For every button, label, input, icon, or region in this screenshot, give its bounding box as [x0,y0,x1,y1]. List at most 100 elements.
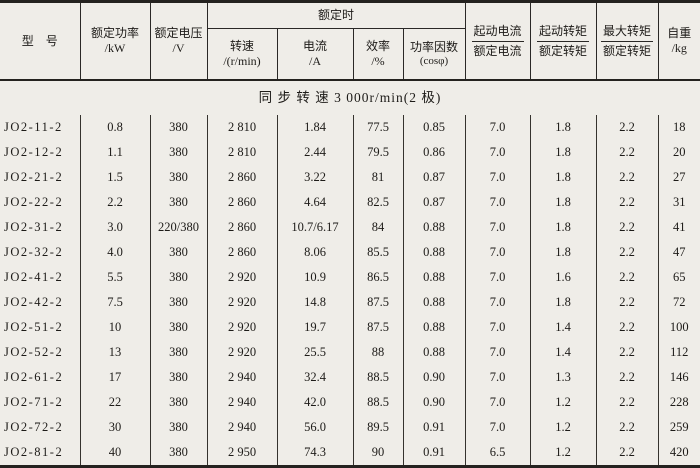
model-cell: JO2-11-2 [4,119,63,134]
value-cell: 380 [149,365,207,390]
value-cell: 0.88 [402,215,466,240]
starting-torque-numerator: 起动转矩 [537,24,590,42]
header-weight-line2: /kg [671,41,687,55]
model-cell: JO2-42-2 [4,294,64,309]
model-cell: JO2-31-2 [4,219,64,234]
value-cell: 1.8 [529,215,597,240]
value-cell: 0.90 [402,390,466,415]
starting-torque-fraction: 起动转矩 额定转矩 [537,24,590,59]
header-current-line1: 电流 [302,39,327,53]
header-speed-line1: 转速 [229,39,254,53]
value-cell: 0.88 [402,340,466,365]
value-cell: 56.0 [276,415,353,440]
value-cell: 6.5 [464,440,531,467]
value-cell: 7.0 [464,315,531,340]
value-cell: 380 [149,140,207,165]
value-cell: 112 [657,340,700,365]
value-cell: 2.2 [595,265,659,290]
value-cell: 2.2 [595,190,659,215]
value-cell: 88.5 [352,390,403,415]
header-starting-current-ratio: 起动电流 额定电流 [464,1,531,81]
value-cell: 380 [149,240,207,265]
model-cell: JO2-81-2 [4,444,64,459]
table-header: 型 号 额定功率 /kW 额定电压 /V 额定时 起动电流 额定电流 [0,1,700,81]
value-cell: 0.91 [402,415,466,440]
header-rated-voltage-line2: /V [172,41,185,55]
header-speed-line2: /(r/min) [223,54,261,68]
value-cell: 1.3 [529,365,597,390]
value-cell: 228 [657,390,700,415]
model-cell: JO2-22-2 [4,194,64,209]
model-cell: JO2-71-2 [4,394,64,409]
value-cell: 5.5 [79,265,150,290]
value-cell: 74.3 [276,440,353,467]
value-cell: 7.0 [464,190,531,215]
value-cell: 1.2 [529,415,597,440]
value-cell: 77.5 [352,115,403,140]
value-cell: 1.8 [529,165,597,190]
table-row: JO2-61-2 17 380 2 940 32.4 88.5 0.90 7.0 1.3 2.2 1… [0,365,700,390]
value-cell: 380 [149,340,207,365]
value-cell: 380 [149,390,207,415]
value-cell: 380 [149,315,207,340]
header-efficiency-line1: 效率 [365,39,390,53]
value-cell: 1.5 [79,165,150,190]
header-max-torque-ratio: 最大转矩 额定转矩 [595,1,659,81]
value-cell: 31 [657,190,700,215]
header-rated-voltage: 额定电压 /V [149,1,208,81]
value-cell: 2.2 [595,415,659,440]
value-cell: 1.8 [529,240,597,265]
table-row: JO2-72-2 30 380 2 940 56.0 89.5 0.91 7.0 1.2 2.2 2… [0,415,700,440]
value-cell: 2 860 [206,240,277,265]
value-cell: 2 940 [206,415,277,440]
value-cell: 1.2 [529,390,597,415]
value-cell: 7.0 [464,165,531,190]
value-cell: 88.5 [352,365,403,390]
model-cell: JO2-61-2 [4,369,64,384]
value-cell: 2.2 [595,165,659,190]
table-row: JO2-51-2 10 380 2 920 19.7 87.5 0.88 7.0 1.4 2.2 1… [0,315,700,340]
model-cell: JO2-72-2 [4,419,64,434]
value-cell: 2 920 [206,340,277,365]
value-cell: 0.88 [402,315,466,340]
value-cell: 146 [657,365,700,390]
value-cell: 10 [79,315,150,340]
value-cell: 17 [79,365,150,390]
value-cell: 7.0 [464,290,531,315]
value-cell: 2.2 [595,215,659,240]
value-cell: 2.2 [595,390,659,415]
value-cell: 1.4 [529,340,597,365]
value-cell: 1.8 [529,115,597,140]
table-row: JO2-11-2 0.8 380 2 810 1.84 77.5 0.85 7.0 1.8 2.2… [0,115,700,140]
value-cell: 14.8 [276,290,353,315]
value-cell: 2.2 [595,365,659,390]
value-cell: 380 [149,190,207,215]
value-cell: 0.8 [79,115,150,140]
starting-current-denominator: 额定电流 [473,43,522,58]
value-cell: 380 [149,290,207,315]
value-cell: 7.0 [464,390,531,415]
group-row-body: 同 步 转 速 3 000r/min(2 极) [0,80,700,115]
value-cell: 47 [657,240,700,265]
header-rated-power: 额定功率 /kW [79,1,151,81]
value-cell: 2 950 [206,440,277,467]
value-cell: 2.2 [79,190,150,215]
value-cell: 25.5 [276,340,353,365]
model-cell: JO2-52-2 [4,344,64,359]
value-cell: 1.8 [529,190,597,215]
value-cell: 7.0 [464,140,531,165]
header-speed: 转速 /(r/min) [207,28,278,81]
value-cell: 2.44 [276,140,353,165]
value-cell: 27 [657,165,700,190]
value-cell: 82.5 [352,190,403,215]
header-efficiency: 效率 /% [352,28,404,81]
value-cell: 4.0 [79,240,150,265]
header-current: 电流 /A [276,28,354,81]
value-cell: 380 [149,415,207,440]
value-cell: 380 [149,115,207,140]
value-cell: 0.88 [402,265,466,290]
value-cell: 7.0 [464,215,531,240]
value-cell: 0.88 [402,240,466,265]
header-power-factor-line1: 功率因数 [410,39,459,54]
